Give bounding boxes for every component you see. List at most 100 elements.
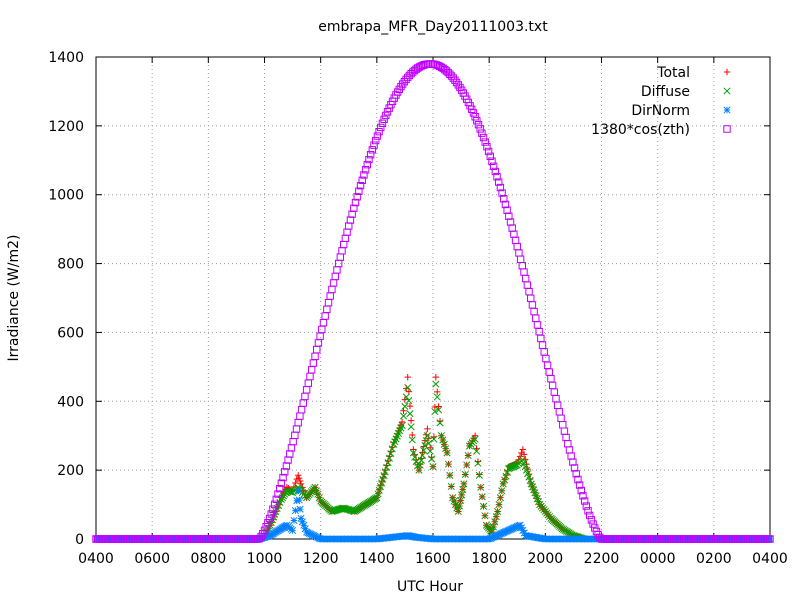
data-point	[295, 474, 303, 482]
data-point	[315, 534, 323, 542]
data-point	[520, 451, 528, 458]
data-point	[295, 472, 302, 479]
data-point	[313, 345, 321, 354]
legend-label: Diffuse	[641, 84, 690, 100]
data-point	[392, 91, 400, 99]
data-point	[503, 527, 511, 535]
data-point	[481, 512, 489, 520]
data-point	[504, 527, 512, 535]
data-point	[293, 497, 301, 505]
data-point	[523, 281, 532, 289]
data-point	[491, 518, 499, 526]
data-point	[328, 285, 336, 294]
data-point	[383, 108, 392, 116]
y-tick-label: 200	[57, 463, 84, 479]
data-point	[406, 402, 414, 410]
data-point	[400, 407, 407, 414]
data-point	[307, 366, 316, 374]
legend: Total Diffuse DirNorm 1380*cos(zth)	[591, 65, 731, 138]
data-point	[481, 138, 489, 146]
data-point	[399, 412, 408, 420]
data-point	[494, 507, 502, 516]
data-point	[498, 189, 506, 197]
data-point	[321, 312, 329, 320]
data-point	[461, 470, 469, 478]
data-point	[452, 78, 461, 87]
data-point	[495, 178, 503, 186]
data-point	[339, 240, 348, 249]
data-point	[349, 507, 357, 515]
data-point	[378, 119, 387, 128]
data-point	[260, 526, 269, 535]
data-point	[333, 266, 341, 274]
data-point	[560, 427, 569, 435]
data-point	[497, 530, 505, 538]
data-point	[580, 497, 589, 505]
data-point	[501, 476, 509, 484]
data-point	[314, 534, 322, 542]
data-point	[587, 516, 596, 524]
data-point	[298, 518, 306, 526]
data-point	[458, 491, 466, 499]
data-point	[338, 247, 346, 255]
data-point	[275, 485, 284, 493]
legend-marker	[723, 87, 731, 95]
data-point	[405, 397, 413, 405]
data-point	[513, 522, 521, 530]
data-point	[259, 529, 267, 538]
data-point	[296, 477, 304, 485]
data-point	[495, 501, 503, 509]
data-point	[565, 446, 574, 454]
data-point	[555, 408, 564, 416]
data-point	[296, 505, 304, 513]
data-point	[341, 234, 350, 243]
data-point	[428, 455, 436, 463]
data-point	[567, 452, 575, 460]
data-point	[488, 534, 496, 542]
data-point	[455, 502, 463, 510]
data-point	[516, 521, 524, 529]
data-point	[435, 403, 442, 410]
data-point	[589, 520, 597, 528]
data-point	[562, 433, 570, 442]
data-point	[343, 228, 351, 236]
data-point	[464, 98, 473, 107]
x-tick-label: 1800	[471, 551, 507, 567]
data-point	[267, 510, 275, 518]
data-point	[311, 352, 319, 361]
y-tick-label: 0	[75, 532, 84, 548]
data-point	[351, 198, 360, 207]
data-point	[388, 445, 396, 453]
data-point	[503, 206, 511, 214]
data-point	[520, 268, 528, 276]
data-point	[440, 440, 448, 448]
data-point	[532, 314, 540, 322]
data-point	[466, 102, 474, 110]
data-point	[550, 388, 559, 396]
data-point	[582, 502, 591, 510]
data-point	[307, 530, 315, 538]
data-point	[512, 523, 520, 531]
data-point	[475, 471, 483, 479]
legend-marker	[723, 106, 731, 114]
data-point	[365, 155, 373, 164]
data-point	[297, 514, 305, 522]
data-point	[485, 535, 493, 543]
data-point	[301, 525, 309, 533]
data-point	[446, 471, 454, 479]
x-tick-label: 1600	[415, 551, 451, 567]
data-point	[511, 236, 520, 245]
data-point	[483, 142, 491, 151]
data-point	[432, 380, 440, 388]
data-point	[510, 230, 518, 238]
data-point	[305, 529, 313, 538]
data-point	[574, 475, 582, 484]
data-point	[454, 507, 462, 516]
data-point	[431, 403, 439, 411]
data-point	[572, 470, 580, 478]
data-point	[289, 526, 297, 534]
data-point	[284, 456, 292, 464]
data-point	[409, 449, 417, 457]
data-point	[373, 132, 382, 140]
x-tick-label: 0600	[134, 551, 170, 567]
